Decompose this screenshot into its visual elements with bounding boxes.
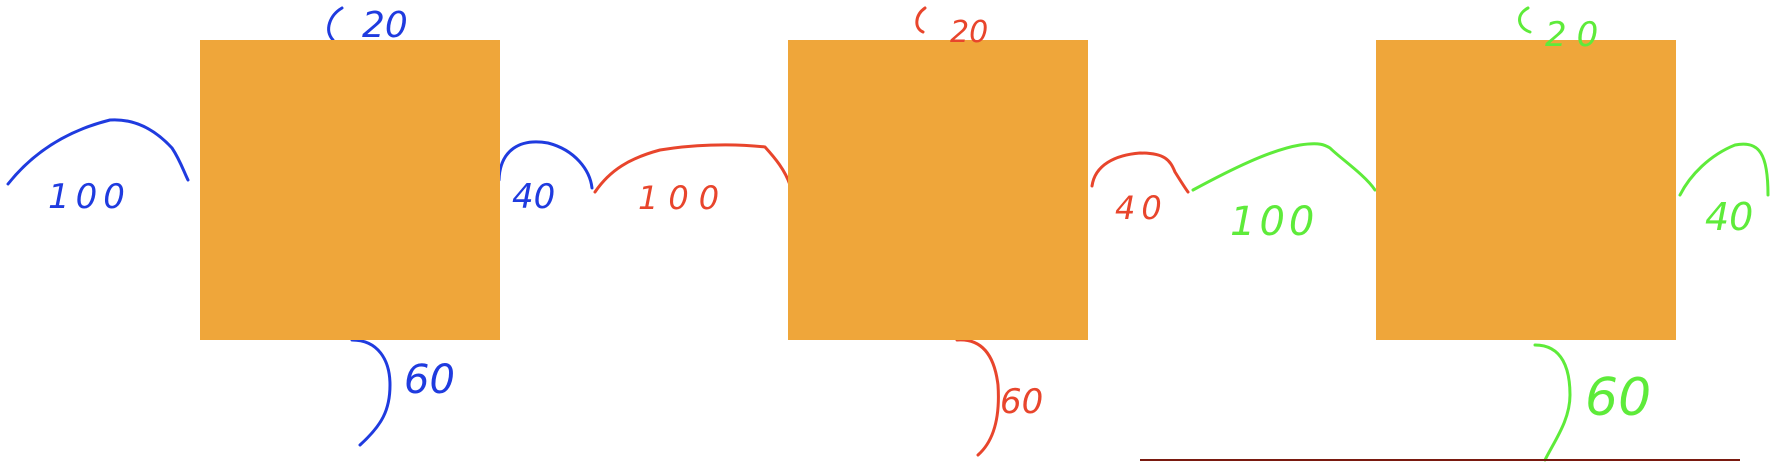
figure-2-bottom-bracket — [955, 338, 1000, 457]
orange-square-2 — [788, 40, 1088, 340]
figure-2-right-label: 40 — [1115, 189, 1168, 227]
figure-3-bottom-bracket — [1533, 343, 1572, 462]
figure-2-top-bracket — [915, 6, 927, 34]
figure-3-right-arc — [1678, 142, 1770, 197]
figure-2-right-arc — [1090, 151, 1190, 194]
figure-2-left-arc — [593, 143, 792, 194]
figure-3-left-label: 100 — [1230, 199, 1319, 245]
figure-3-top-label: 20 — [1545, 15, 1609, 55]
figure-3-strokes — [1191, 6, 1770, 462]
figure-2-top-label: 20 — [950, 15, 989, 50]
figure-2-left-label: 100 — [638, 179, 730, 217]
figure-2-bottom-label: 60 — [1000, 382, 1044, 422]
figure-2-strokes — [593, 6, 1190, 457]
figure-3-left-arc — [1191, 142, 1377, 192]
figure-1-bottom-label: 60 — [404, 357, 455, 403]
figure-1-top-bracket — [327, 6, 344, 42]
figure-3-bottom-label: 60 — [1585, 368, 1652, 428]
figure-1-right-label: 40 — [512, 177, 556, 217]
orange-square-3 — [1376, 40, 1676, 340]
orange-square-1 — [200, 40, 500, 340]
figure-1-top-label: 20 — [362, 5, 408, 46]
baseline-rule — [1140, 459, 1740, 461]
figure-1-bottom-bracket — [350, 338, 392, 447]
figure-1-right-arc — [497, 140, 594, 190]
figure-1-left-arc — [6, 118, 190, 186]
figure-3-right-label: 40 — [1705, 195, 1754, 239]
figure-1-strokes — [6, 6, 594, 447]
figure-1-left-label: 100 — [48, 177, 131, 217]
figure-3-top-bracket — [1518, 6, 1532, 34]
